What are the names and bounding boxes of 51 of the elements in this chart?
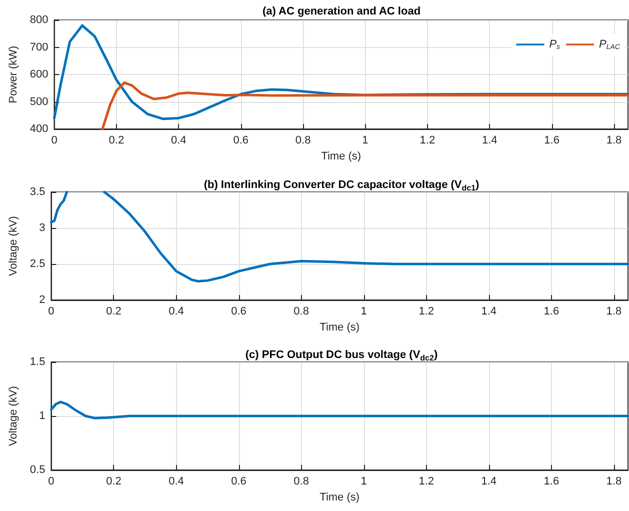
x-tick-label: 0 [48,306,54,318]
x-tick-label: 0.2 [106,476,122,488]
x-tick-label: 0.4 [168,476,184,488]
x-tick-label: 1.6 [544,476,560,488]
x-tick-label: 1.6 [544,306,560,318]
y-tick-label: 800 [30,14,48,26]
y-axis-title: Voltage (kV) [8,386,20,446]
x-tick-label: 0.4 [170,134,186,146]
line-series [101,81,629,130]
x-tick-label: 1.2 [420,134,436,146]
x-axis-title: Time (s) [320,491,360,504]
y-tick-label: 3 [39,222,46,234]
x-tick-label: 1.8 [606,134,622,146]
line-series [50,400,629,420]
y-tick-label: 2.5 [30,258,46,270]
x-tick-label: 0.2 [106,306,122,318]
x-tick-label: 0.8 [295,134,311,146]
x-tick-label: 1.4 [481,306,497,318]
y-axis-title: Voltage (kV) [8,216,20,276]
y-tick-label: 1 [39,410,46,422]
x-tick-label: 1.4 [482,134,498,146]
x-tick-label: 0.6 [231,306,246,318]
x-tick-label: 0 [51,134,58,146]
x-tick-label: 1.6 [544,134,560,146]
x-tick-label: 0.2 [108,134,124,146]
y-tick-label: 400 [30,123,48,135]
y-tick-label: 600 [30,68,48,80]
x-tick-label: 1.8 [606,476,622,488]
x-tick-label: 1.2 [418,476,434,488]
x-tick-label: 0.6 [231,476,246,488]
y-tick-label: 0.5 [30,464,46,476]
y-tick-label: 3.5 [30,186,46,198]
x-axis-title: Time (s) [321,150,362,162]
y-tick-label: 2 [39,294,46,306]
x-tick-label: 1.8 [606,306,622,318]
x-tick-label: 1 [360,306,367,318]
x-tick-label: 0.4 [168,306,184,318]
x-tick-label: 0.8 [294,476,309,488]
chart-title: (a) AC generation and AC load [262,6,421,18]
x-tick-label: 0.8 [294,306,309,318]
x-tick-label: 0 [48,476,54,488]
y-tick-label: 700 [30,41,48,54]
x-tick-label: 1.2 [418,306,434,318]
y-axis-title: Power (kW) [8,46,20,104]
x-axis-title: Time (s) [320,321,360,334]
x-tick-label: 1.4 [481,476,497,488]
y-tick-label: 1.5 [30,356,46,368]
y-tick-label: 500 [30,96,48,108]
x-tick-label: 1 [360,476,367,488]
x-tick-label: 0.6 [233,134,248,146]
x-tick-label: 1 [362,134,368,146]
